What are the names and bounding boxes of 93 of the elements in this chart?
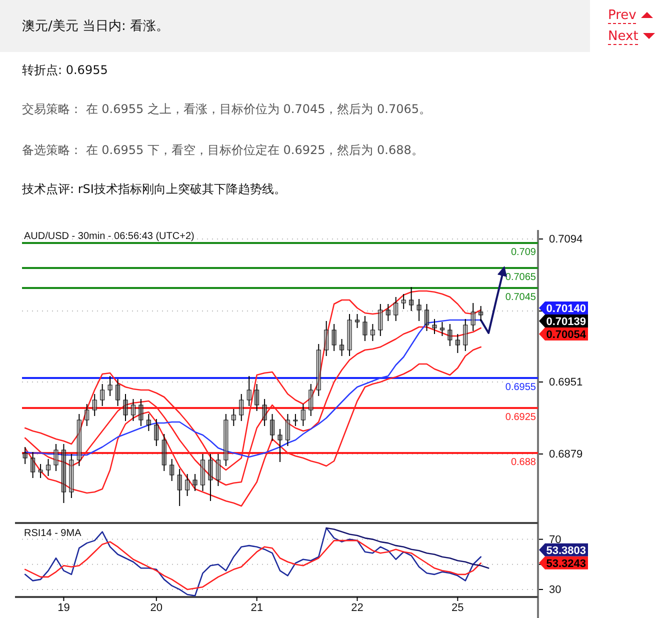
candlestick <box>300 404 306 426</box>
text: RSI14 - 9MA <box>24 528 82 539</box>
text: 0.70139 <box>546 316 586 328</box>
candlestick <box>61 444 66 504</box>
candlestick <box>354 314 360 328</box>
ref-line-label: 0.6955 <box>505 382 536 393</box>
candlestick <box>262 398 267 426</box>
candlestick <box>76 414 82 466</box>
x-tick-label: 25 <box>452 602 464 614</box>
candlestick <box>394 296 398 322</box>
candlestick <box>146 414 151 432</box>
x-tick-label: 22 <box>351 602 364 614</box>
ref-line-label: 0.7045 <box>505 292 536 303</box>
candlestick <box>424 304 430 332</box>
candlestick <box>409 286 414 312</box>
text: 0.70054 <box>546 329 587 341</box>
y-tick-label: 0.7094 <box>549 234 583 246</box>
candlestick <box>231 408 236 426</box>
text: 交易策略： 在 0.6955 之上，看涨，目标价位为 0.7045，然后为 0.7065。 <box>22 101 432 118</box>
text: 技术点评: rSI技术指标刚向上突破其下降趋势线。 <box>22 181 286 198</box>
candlestick <box>316 344 321 396</box>
candlestick <box>100 384 105 406</box>
candlestick <box>192 474 198 492</box>
candlestick <box>254 384 260 412</box>
text: 53.3803 <box>546 544 586 557</box>
candlestick <box>108 376 112 396</box>
candlestick <box>246 376 252 406</box>
candlestick <box>455 334 460 354</box>
text: Next <box>608 29 638 45</box>
candlestick <box>478 306 484 322</box>
candlestick <box>22 446 28 464</box>
text: Prev <box>608 8 636 24</box>
candlestick <box>138 398 144 426</box>
y-tick-label: 0.6951 <box>549 376 583 389</box>
candlestick <box>332 324 336 352</box>
candlestick <box>416 298 422 322</box>
candlestick <box>69 454 74 498</box>
candlestick <box>84 404 90 426</box>
ref-line-label: 0.7065 <box>505 272 536 283</box>
text: 澳元/美元 当日内: 看涨。 <box>22 18 170 35</box>
candlestick <box>239 394 244 422</box>
chart-title: AUD/USD - 30min - 06:56:43 (UTC+2) <box>24 231 194 242</box>
candlestick <box>123 394 128 422</box>
candlestick <box>285 414 290 446</box>
candlestick <box>370 324 375 342</box>
candlestick <box>340 338 344 356</box>
line-series <box>24 540 482 590</box>
candlestick <box>448 324 452 346</box>
candlestick <box>293 414 298 426</box>
candlestick <box>386 304 390 322</box>
candlestick <box>308 384 314 416</box>
candlestick <box>378 304 383 336</box>
candlestick <box>46 458 51 476</box>
candlestick <box>54 444 58 472</box>
candlestick <box>177 468 182 506</box>
candlestick <box>463 318 468 352</box>
candlestick <box>270 414 275 442</box>
candlestick <box>470 302 476 332</box>
x-tick-label: 20 <box>150 602 163 614</box>
text: 53.3243 <box>546 558 586 570</box>
candlestick <box>224 414 228 466</box>
candlestick <box>432 318 437 334</box>
x-tick-label: 19 <box>58 602 70 614</box>
ref-line-label: 0.688 <box>510 457 536 468</box>
candlestick <box>130 398 136 422</box>
candlestick <box>185 474 190 496</box>
line-series <box>24 527 482 596</box>
candlestick <box>324 320 329 356</box>
candlestick <box>30 452 36 478</box>
y-tick-label: 70 <box>549 534 562 546</box>
y-tick-label: 30 <box>549 584 562 596</box>
candlestick <box>92 394 97 416</box>
candlestick <box>116 378 120 406</box>
text: 转折点: 0.6955 <box>22 62 108 79</box>
candlestick <box>401 294 406 310</box>
candlestick <box>216 454 220 486</box>
candlestick <box>170 458 174 482</box>
candlestick <box>208 454 213 502</box>
candlestick <box>278 428 282 462</box>
text: 备选策略： 在 0.6955 下，看空，目标价位定在 0.6925，然后为 0.688。 <box>22 142 424 159</box>
ref-line-label: 0.6925 <box>505 412 536 423</box>
ref-line-label: 0.709 <box>510 247 536 258</box>
candlestick <box>38 464 43 478</box>
candlestick <box>440 322 444 336</box>
candlestick <box>362 316 368 342</box>
text: 0.70140 <box>546 303 586 315</box>
candlestick <box>154 418 159 446</box>
x-tick-label: 21 <box>250 602 263 614</box>
candlestick <box>162 434 166 472</box>
y-tick-label: 0.6879 <box>549 448 583 461</box>
line-series <box>326 527 490 569</box>
candlestick <box>200 454 206 492</box>
candlestick <box>347 314 352 356</box>
